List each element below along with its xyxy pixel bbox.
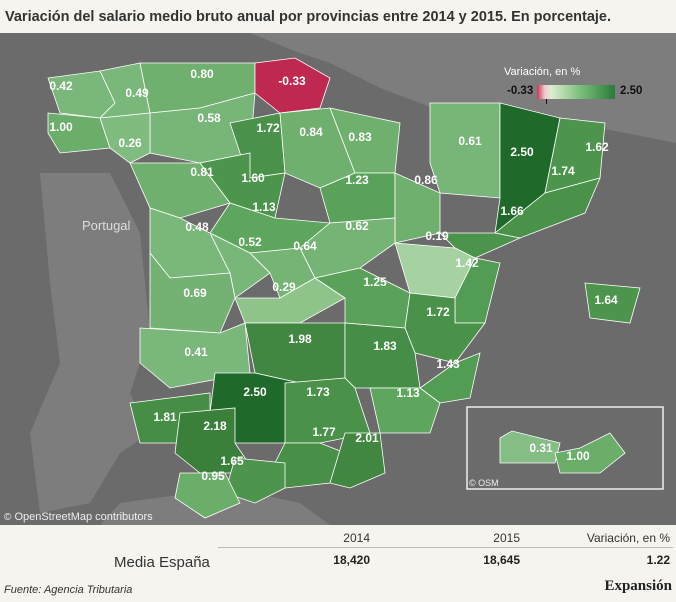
province-region[interactable] [174,472,241,519]
province-value-label: 2.50 [243,385,267,399]
province-value-label: 1.72 [256,121,280,135]
province-value-label: 1.72 [426,305,450,319]
brand-logo: Expansión [604,578,672,594]
province-value-label: 1.73 [306,385,330,399]
cell-2015: 18,645 [483,553,520,567]
province-value-label: 1.43 [436,357,460,371]
province-value-label: 2.50 [510,145,534,159]
osm-credit[interactable]: © OpenStreetMap contributors [4,511,153,523]
province-region[interactable] [99,112,151,164]
province-value-label: 1.60 [241,171,265,185]
province-value-label: 1.77 [312,425,336,439]
province-region[interactable] [209,232,271,299]
province-value-label: 0.49 [125,86,149,100]
province-value-label: 0.62 [345,219,369,233]
canarias-inset [466,406,664,490]
legend-min: -0.33 [507,85,534,97]
province-value-label: 0.83 [348,130,372,144]
col-header-2014: 2014 [343,531,370,545]
province-value-label: 0.31 [529,441,553,455]
province-value-label: 1.23 [345,173,369,187]
province-value-label: 1.00 [49,120,73,134]
province-value-label: 1.62 [585,140,609,154]
province-value-label: 0.42 [49,79,73,93]
legend-color-ramp [537,85,615,99]
province-value-label: 1.66 [500,204,524,218]
province-value-label: 1.42 [455,256,479,270]
province-region[interactable] [369,387,441,434]
province-value-label: 0.80 [190,67,214,81]
province-value-label: -0.33 [278,74,306,88]
province-value-label: 1.74 [551,164,575,178]
legend-zero-tick [546,99,547,104]
choropleth-map[interactable]: 0.42 0.49 0.80 -0.33 1.00 0.58 0.26 1.72 0.84 0.8… [0,33,676,525]
copyright-icon: © [4,512,12,523]
province-value-label: 1.25 [363,275,387,289]
province-value-label: 0.29 [272,280,296,294]
province-value-label: 1.65 [220,454,244,468]
cell-2014: 18,420 [333,553,370,567]
cell-variation: 1.22 [646,553,670,567]
col-header-2015: 2015 [493,531,520,545]
province-region[interactable] [494,177,601,239]
col-header-variation: Variación, en % [586,531,670,545]
province-value-label: 1.00 [566,449,590,463]
province-value-label: 0.84 [299,125,323,139]
province-value-label: 0.69 [183,286,207,300]
table-rule [218,547,673,548]
chart-title: Variación del salario medio bruto anual … [5,9,611,25]
province-value-label: 1.81 [153,410,177,424]
province-value-label: 2.01 [355,431,379,445]
province-region[interactable] [429,102,501,199]
province-value-label: 0.19 [425,229,449,243]
portugal-label: Portugal [82,218,131,233]
legend-max: 2.50 [620,85,643,97]
row-label-media-espana: Media España [114,554,210,571]
province-labels-layer: 0.42 0.49 0.80 -0.33 1.00 0.58 0.26 1.72 0.84 0.8… [49,67,618,483]
france-land [250,33,676,143]
province-region[interactable] [439,232,522,259]
province-value-label: 0.64 [293,239,317,253]
province-region[interactable] [554,432,626,474]
province-value-label: 1.98 [288,332,312,346]
province-region[interactable] [47,112,111,154]
source-note: Fuente: Agencia Tributaria [4,584,133,596]
province-value-label: 1.13 [396,386,420,400]
map-canvas: 0.42 0.49 0.80 -0.33 1.00 0.58 0.26 1.72 0.84 0.8… [30,33,676,525]
province-value-label: 0.26 [118,136,142,150]
province-region[interactable] [329,432,386,489]
province-value-label: 0.41 [184,345,208,359]
province-value-label: 0.95 [201,469,225,483]
province-value-label: 1.83 [373,339,397,353]
province-region[interactable] [584,282,641,324]
province-value-label: 0.48 [185,220,209,234]
province-value-label: 1.64 [594,293,618,307]
province-value-label: 2.18 [203,419,227,433]
portugal-land [30,173,150,513]
province-value-label: 1.13 [252,200,276,214]
provinces-layer [47,57,641,519]
province-region[interactable] [129,162,231,219]
inset-credit: © OSM [469,478,499,488]
province-region[interactable] [394,172,441,244]
province-value-label: 0.52 [238,235,262,249]
legend-title: Variación, en % [504,66,581,78]
province-value-label: 0.61 [458,134,482,148]
osm-credit-text: OpenStreetMap contributors [14,511,153,523]
province-value-label: 0.81 [190,165,214,179]
province-value-label: 0.86 [414,173,438,187]
province-value-label: 0.58 [197,111,221,125]
